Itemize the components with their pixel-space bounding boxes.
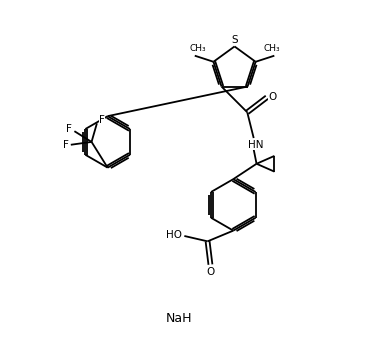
Text: F: F bbox=[66, 124, 72, 134]
Text: HO: HO bbox=[166, 230, 182, 240]
Text: F: F bbox=[99, 115, 105, 125]
Text: S: S bbox=[231, 35, 238, 45]
Text: NaH: NaH bbox=[166, 312, 192, 325]
Text: CH₃: CH₃ bbox=[189, 44, 206, 53]
Text: HN: HN bbox=[248, 140, 263, 150]
Text: F: F bbox=[62, 140, 68, 150]
Text: O: O bbox=[268, 91, 276, 102]
Text: CH₃: CH₃ bbox=[263, 44, 280, 53]
Text: O: O bbox=[206, 267, 214, 277]
